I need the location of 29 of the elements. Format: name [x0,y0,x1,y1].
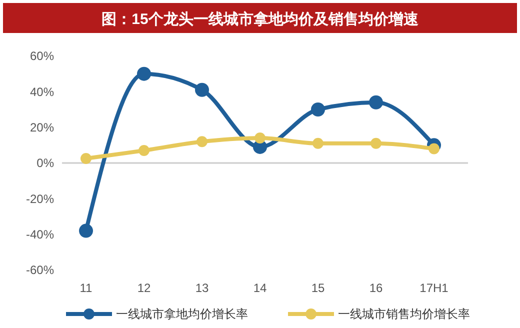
x-tick-label: 16 [369,281,383,295]
y-tick-label: -60% [26,263,54,278]
point [370,138,382,149]
point [138,145,150,156]
point [312,138,324,149]
point [79,224,93,238]
legend-label: 一线城市拿地均价增长率 [116,307,248,322]
x-tick-label: 15 [311,281,325,295]
legend-label: 一线城市销售均价增长率 [338,307,470,322]
point [254,132,266,144]
x-tick-label: 11 [80,281,93,295]
x-tick-label: 13 [195,281,209,295]
point [311,102,325,116]
y-tick-label: 60% [30,49,54,64]
point [137,66,151,81]
y-tick-label: 0% [36,156,54,170]
point [80,153,92,164]
chart-title: 图：15个龙头一线城市拿地均价及销售均价增速 [102,10,420,28]
point [196,136,208,148]
x-tick-label: 14 [253,281,267,295]
point [369,95,383,110]
y-tick-label: 20% [30,120,54,135]
y-tick-label: 40% [30,84,54,99]
point [428,143,440,154]
x-tick-label: 12 [137,281,151,295]
y-tick-label: -40% [26,228,54,242]
point [195,82,209,97]
y-tick-label: -20% [26,192,54,206]
x-tick-label: 17H1 [420,281,449,295]
